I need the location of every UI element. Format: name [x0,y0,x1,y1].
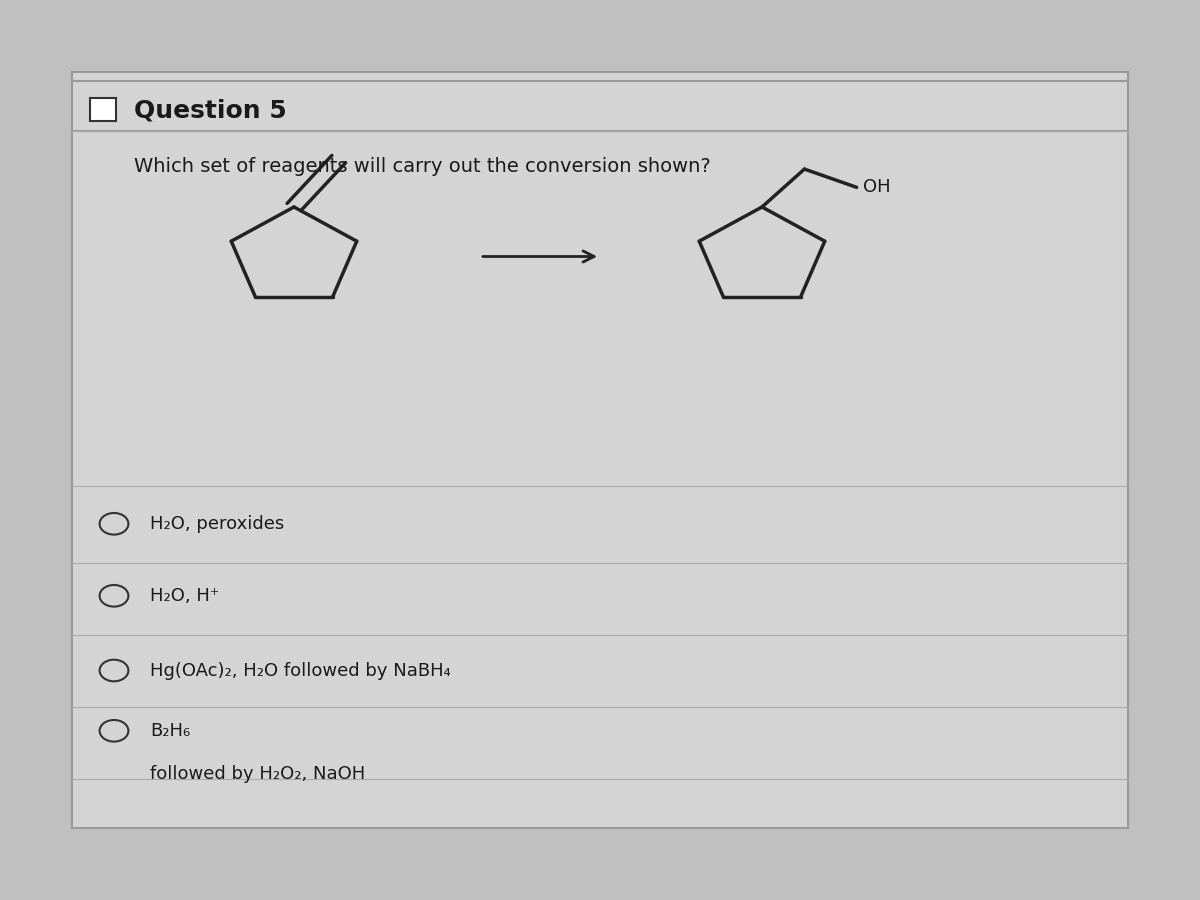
FancyBboxPatch shape [90,98,116,121]
Text: Hg(OAc)₂, H₂O followed by NaBH₄: Hg(OAc)₂, H₂O followed by NaBH₄ [150,662,451,680]
Text: OH: OH [863,178,890,196]
Text: B₂H₆: B₂H₆ [150,722,191,740]
Text: Which set of reagents will carry out the conversion shown?: Which set of reagents will carry out the… [134,157,712,176]
Text: followed by H₂O₂, NaOH: followed by H₂O₂, NaOH [150,765,365,783]
Text: Question 5: Question 5 [134,99,287,122]
Text: H₂O, H⁺: H₂O, H⁺ [150,587,220,605]
FancyBboxPatch shape [72,72,1128,828]
FancyBboxPatch shape [72,81,1128,130]
Text: H₂O, peroxides: H₂O, peroxides [150,515,284,533]
